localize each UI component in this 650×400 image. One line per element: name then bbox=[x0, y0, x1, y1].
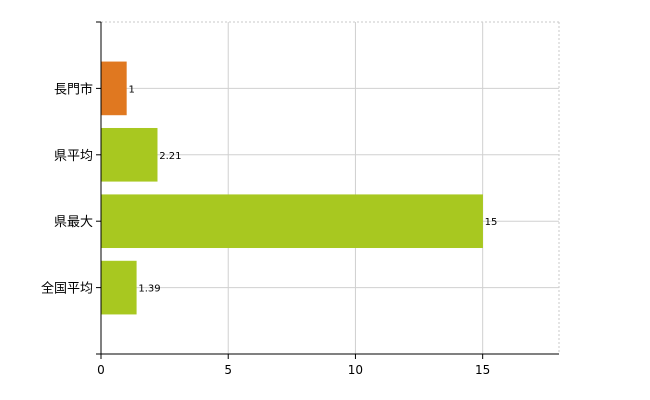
bar[interactable] bbox=[100, 260, 137, 315]
category-label: 長門市 bbox=[54, 81, 93, 97]
x-tick-label: 0 bbox=[97, 363, 105, 377]
x-tick-label: 15 bbox=[475, 363, 490, 377]
category-label: 県最大 bbox=[54, 215, 93, 230]
bar[interactable] bbox=[100, 61, 127, 116]
category-label: 全国平均 bbox=[41, 281, 93, 297]
bars-layer bbox=[100, 61, 483, 315]
axes-layer bbox=[96, 21, 559, 359]
bar[interactable] bbox=[100, 194, 483, 249]
category-label: 県平均 bbox=[54, 149, 93, 164]
x-tick-label: 5 bbox=[224, 363, 232, 377]
bar[interactable] bbox=[100, 127, 158, 182]
data-label: 2.21 bbox=[159, 151, 181, 162]
x-tick-label: 10 bbox=[348, 363, 363, 377]
data-label: 1.39 bbox=[138, 284, 160, 295]
data-label: 1 bbox=[128, 84, 134, 95]
data-label: 15 bbox=[485, 217, 498, 228]
labels-layer: 1 長門市 2.21 県平均 15 県最大 1.39 全国平均 0 5 10 15 bbox=[41, 81, 497, 377]
grid-layer bbox=[101, 21, 560, 354]
